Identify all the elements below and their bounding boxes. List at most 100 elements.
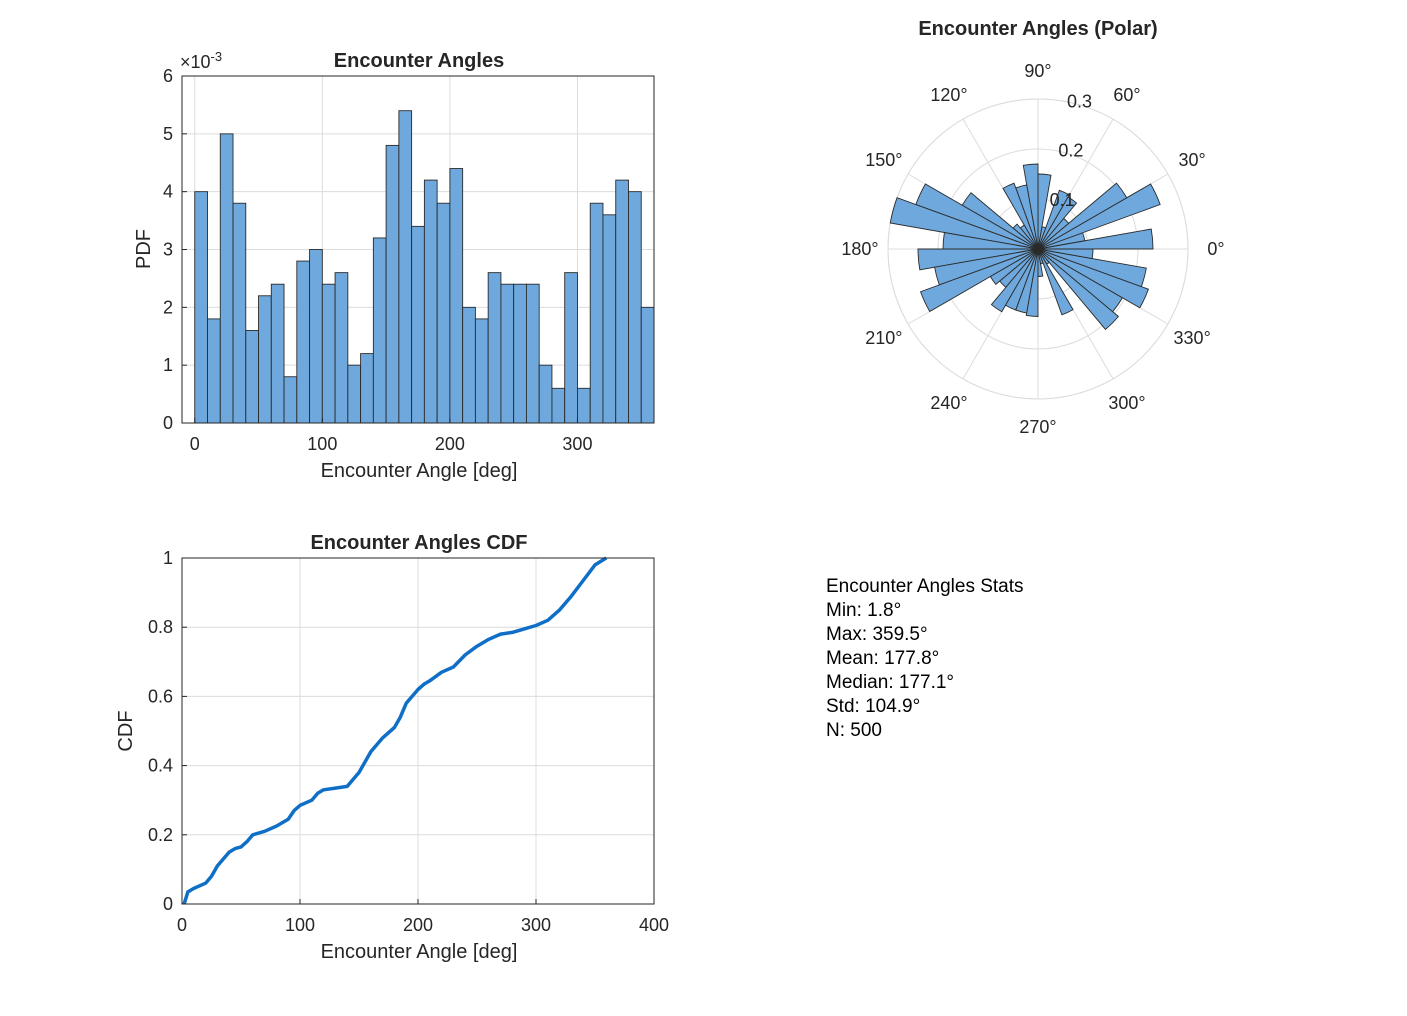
histogram-x-tick-label: 200 — [435, 434, 465, 454]
histogram-bar — [513, 283, 527, 424]
histogram-y-axis-label: PDF — [133, 229, 155, 269]
stats-textbox: Encounter Angles Stats Min: 1.8° Max: 35… — [826, 575, 1024, 743]
histogram-x-tick-label: 100 — [307, 434, 337, 454]
polar-angle-label: 300° — [1108, 393, 1145, 413]
cdf-panel: Encounter Angles CDF Encounter Angle [de… — [115, 532, 669, 963]
stats-line: N: 500 — [826, 720, 882, 741]
histogram-x-tick-label: 300 — [562, 434, 592, 454]
cdf-x-tick-label: 200 — [403, 915, 433, 935]
polar-panel: Encounter Angles (Polar) 0° 30° 60° 90° 120°… — [841, 18, 1224, 437]
histogram-bar — [577, 387, 591, 424]
histogram-bar — [334, 272, 349, 424]
polar-wedge — [919, 248, 1039, 313]
histogram-bar — [602, 214, 617, 424]
polar-wedge — [1037, 183, 1161, 250]
histogram-bar — [232, 202, 247, 424]
histogram-bar — [385, 144, 400, 424]
polar-wedge — [1037, 248, 1149, 309]
histogram-bar — [628, 191, 642, 424]
polar-wedge — [1037, 182, 1128, 250]
histogram-bar — [245, 330, 259, 424]
polar-wedge — [1037, 189, 1070, 250]
histogram-bar — [423, 179, 438, 424]
histogram-bar — [449, 168, 464, 424]
polar-wedge — [989, 248, 1039, 285]
stats-line: Min: 1.8° — [826, 600, 902, 621]
cdf-y-tick-label: 0.8 — [148, 617, 173, 637]
stats-line: Median: 177.1° — [826, 672, 955, 693]
histogram-bar — [551, 387, 566, 424]
polar-angle-label: 210° — [865, 328, 902, 348]
cdf-line — [182, 556, 608, 905]
polar-angle-label: 90° — [1024, 61, 1051, 81]
histogram-bar — [194, 191, 208, 424]
polar-angle-label: 330° — [1174, 328, 1211, 348]
polar-angle-label: 60° — [1113, 85, 1140, 105]
cdf-x-tick-label: 300 — [521, 915, 551, 935]
histogram-bar — [270, 283, 285, 424]
cdf-y-tick-label: 0.6 — [148, 686, 173, 706]
histogram-bar — [283, 376, 298, 424]
polar-title: Encounter Angles (Polar) — [918, 18, 1157, 40]
histogram-y-tick-label: 0 — [163, 413, 173, 433]
histogram-y-tick-label: 4 — [163, 182, 173, 202]
stats-line: Mean: 177.8° — [826, 648, 940, 669]
histogram-y-tick-label: 5 — [163, 124, 173, 144]
histogram-bar — [615, 179, 629, 424]
histogram-bar — [564, 272, 578, 424]
polar-wedge — [990, 248, 1039, 313]
histogram-bar — [309, 249, 323, 424]
histogram-bar — [462, 306, 476, 424]
histogram-bar — [321, 283, 336, 424]
histogram-y-tick-label: 3 — [163, 240, 173, 260]
cdf-x-axis-label: Encounter Angle [deg] — [321, 941, 518, 963]
histogram-bar — [487, 272, 502, 424]
histogram-bar — [398, 110, 413, 424]
cdf-x-tick-label: 100 — [285, 915, 315, 935]
histogram-y-tick-label: 6 — [163, 66, 173, 86]
histogram-bar — [640, 306, 655, 424]
polar-wedge — [1037, 248, 1094, 260]
histogram-panel: Encounter Angles ×10-3 Encounter Angle [… — [133, 49, 655, 482]
cdf-x-tick-label: 0 — [177, 915, 187, 935]
polar-wedge — [1002, 182, 1039, 250]
histogram-bar — [219, 133, 234, 424]
cdf-x-tick-label: 400 — [639, 915, 669, 935]
stats-line: Max: 359.5° — [826, 624, 928, 645]
histogram-bar — [525, 283, 540, 424]
histogram-bar — [347, 364, 362, 424]
histogram-x-axis-label: Encounter Angle [deg] — [321, 460, 518, 482]
polar-wedge — [1037, 248, 1120, 331]
cdf-y-tick-label: 1 — [163, 548, 173, 568]
polar-angle-label: 240° — [930, 393, 967, 413]
histogram-bar — [258, 295, 272, 424]
histogram-x-tick-label: 0 — [190, 434, 200, 454]
cdf-y-tick-label: 0.4 — [148, 756, 173, 776]
cdf-y-tick-label: 0.2 — [148, 825, 173, 845]
histogram-bar — [411, 225, 425, 424]
histogram-y-tick-label: 1 — [163, 355, 173, 375]
histogram-bar — [474, 318, 489, 424]
polar-wedge — [1025, 248, 1039, 317]
polar-wedge — [1037, 248, 1147, 288]
histogram-bar — [360, 353, 374, 424]
polar-wedge — [889, 197, 1039, 250]
polar-angle-label: 30° — [1179, 150, 1206, 170]
polar-angle-label: 270° — [1019, 417, 1056, 437]
histogram-bar — [538, 364, 553, 424]
histogram-bar — [372, 237, 387, 424]
polar-radial-label: 0.2 — [1058, 141, 1083, 161]
stats-title: Encounter Angles Stats — [826, 576, 1024, 597]
polar-wedge — [1037, 248, 1074, 316]
cdf-title: Encounter Angles CDF — [310, 532, 527, 554]
cdf-y-tick-label: 0 — [163, 894, 173, 914]
histogram-y-tick-label: 2 — [163, 297, 173, 317]
polar-angle-label: 150° — [865, 150, 902, 170]
histogram-y-exponent: ×10-3 — [180, 49, 222, 72]
polar-angle-label: 120° — [930, 85, 967, 105]
histogram-bar — [296, 260, 311, 424]
histogram-bar — [436, 202, 451, 424]
histogram-bar — [500, 283, 515, 424]
polar-angle-label: 180° — [841, 239, 878, 259]
